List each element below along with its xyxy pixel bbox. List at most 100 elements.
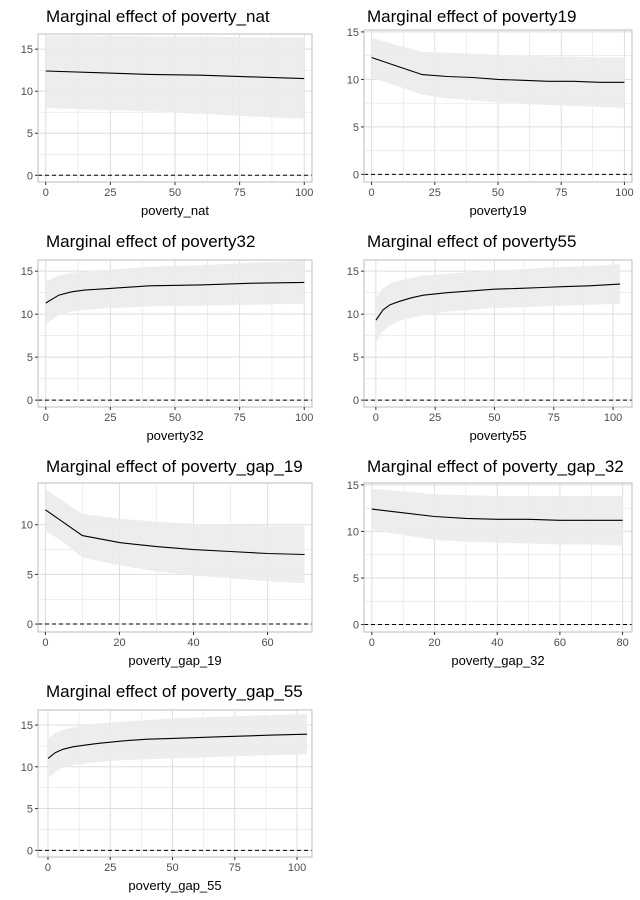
y-tick-label: 5 [353, 352, 359, 364]
series-line [45, 281, 305, 304]
confidence-band [48, 714, 307, 779]
x-tick-label: 80 [616, 637, 628, 649]
y-tick-label: 5 [27, 128, 33, 140]
y-tick-label: 15 [347, 480, 359, 492]
x-tick-label: 25 [429, 412, 441, 424]
panel-title: Marginal effect of poverty_gap_55 [46, 682, 303, 701]
panel-title: Marginal effect of poverty_gap_19 [46, 457, 303, 476]
y-tick-label: 10 [347, 309, 359, 321]
y-tick-label: 15 [347, 27, 359, 39]
x-tick-label: 100 [288, 862, 306, 874]
x-tick-label: 0 [369, 187, 375, 199]
series-line [375, 283, 621, 321]
panel-title: Marginal effect of poverty_gap_32 [367, 457, 624, 476]
x-tick-label: 60 [261, 637, 273, 649]
y-tick-label: 0 [353, 620, 359, 632]
y-tick-label: 10 [347, 526, 359, 538]
panel-border [37, 709, 313, 858]
y-tick-label: 10 [21, 309, 33, 321]
y-tick-label: 0 [27, 170, 33, 182]
x-axis-title: poverty19 [469, 203, 526, 218]
y-tick-label: 15 [347, 266, 359, 278]
panel-title: Marginal effect of poverty55 [367, 232, 576, 251]
x-axis-title: poverty_nat [141, 203, 209, 218]
x-tick-label: 40 [491, 637, 503, 649]
series-line [45, 70, 305, 80]
x-tick-label: 50 [169, 412, 181, 424]
x-tick-label: 20 [428, 637, 440, 649]
x-tick-label: 100 [604, 412, 622, 424]
x-axis-title: poverty_gap_55 [128, 878, 221, 893]
y-tick-label: 0 [27, 619, 33, 631]
x-tick-label: 60 [554, 637, 566, 649]
x-axis-title: poverty55 [469, 428, 526, 443]
series-line [47, 733, 308, 759]
x-tick-label: 50 [166, 862, 178, 874]
y-tick-label: 15 [21, 44, 33, 56]
y-tick-label: 10 [21, 762, 33, 774]
x-tick-label: 50 [488, 412, 500, 424]
confidence-band [45, 260, 305, 325]
x-tick-label: 0 [43, 412, 49, 424]
y-tick-label: 15 [21, 720, 33, 732]
x-tick-label: 100 [295, 412, 313, 424]
series-line [371, 508, 623, 521]
y-tick-label: 15 [21, 266, 33, 278]
x-tick-label: 50 [169, 187, 181, 199]
x-tick-label: 75 [548, 412, 560, 424]
panel-border [363, 259, 633, 408]
series-line [371, 56, 625, 83]
y-tick-label: 5 [353, 122, 359, 134]
x-tick-label: 50 [492, 187, 504, 199]
y-tick-label: 10 [347, 74, 359, 86]
x-tick-label: 75 [233, 187, 245, 199]
y-tick-label: 0 [353, 395, 359, 407]
chart-panel-7: Marginal effect of poverty_gap_550 25 50 75… [21, 682, 313, 893]
x-tick-label: 0 [373, 412, 379, 424]
confidence-band [371, 488, 623, 546]
y-tick-label: 5 [27, 569, 33, 581]
panel-title: Marginal effect of poverty32 [46, 232, 255, 251]
x-tick-label: 25 [104, 862, 116, 874]
chart-panel-5: Marginal effect of poverty_gap_19 0 20 40 60… [21, 457, 313, 668]
y-tick-label: 5 [27, 804, 33, 816]
x-tick-label: 0 [43, 187, 49, 199]
chart-panel-2: Marginal effect of poverty19 0 25 50 75 100 0 5… [347, 7, 634, 218]
series-line [45, 509, 305, 556]
chart-panel-6: Marginal effect of poverty_gap_32 0 20 40 60… [347, 457, 633, 668]
x-tick-label: 75 [555, 187, 567, 199]
x-tick-label: 25 [429, 187, 441, 199]
y-tick-label: 0 [353, 169, 359, 181]
y-tick-label: 0 [27, 845, 33, 857]
y-tick-label: 10 [21, 520, 33, 532]
y-tick-label: 5 [353, 573, 359, 585]
x-tick-label: 100 [615, 187, 633, 199]
chart-panel-3: Marginal effect of poverty32 0 25 50 75 100 0 5… [21, 232, 314, 443]
panel-title: Marginal effect of poverty19 [367, 7, 576, 26]
x-tick-label: 0 [45, 862, 51, 874]
x-tick-label: 75 [229, 862, 241, 874]
x-tick-label: 0 [42, 637, 48, 649]
x-tick-label: 0 [369, 637, 375, 649]
confidence-band [375, 264, 621, 343]
confidence-band [371, 37, 625, 108]
panel-title: Marginal effect of poverty_nat [46, 7, 270, 26]
x-tick-label: 100 [295, 187, 313, 199]
confidence-band [45, 489, 305, 584]
y-tick-label: 0 [27, 395, 33, 407]
panel-border [37, 482, 313, 633]
x-tick-label: 75 [233, 412, 245, 424]
panel-border [363, 482, 633, 633]
x-axis-title: poverty_gap_19 [128, 653, 221, 668]
x-tick-label: 20 [113, 637, 125, 649]
chart-panel-4: Marginal effect of poverty55 0 25 50 75 100 0 5… [347, 232, 633, 443]
x-tick-label: 25 [104, 412, 116, 424]
y-tick-label: 10 [21, 86, 33, 98]
confidence-band [45, 35, 305, 119]
x-tick-label: 40 [187, 637, 199, 649]
x-axis-title: poverty_gap_32 [451, 653, 544, 668]
x-axis-title: poverty32 [146, 428, 203, 443]
x-tick-label: 25 [104, 187, 116, 199]
